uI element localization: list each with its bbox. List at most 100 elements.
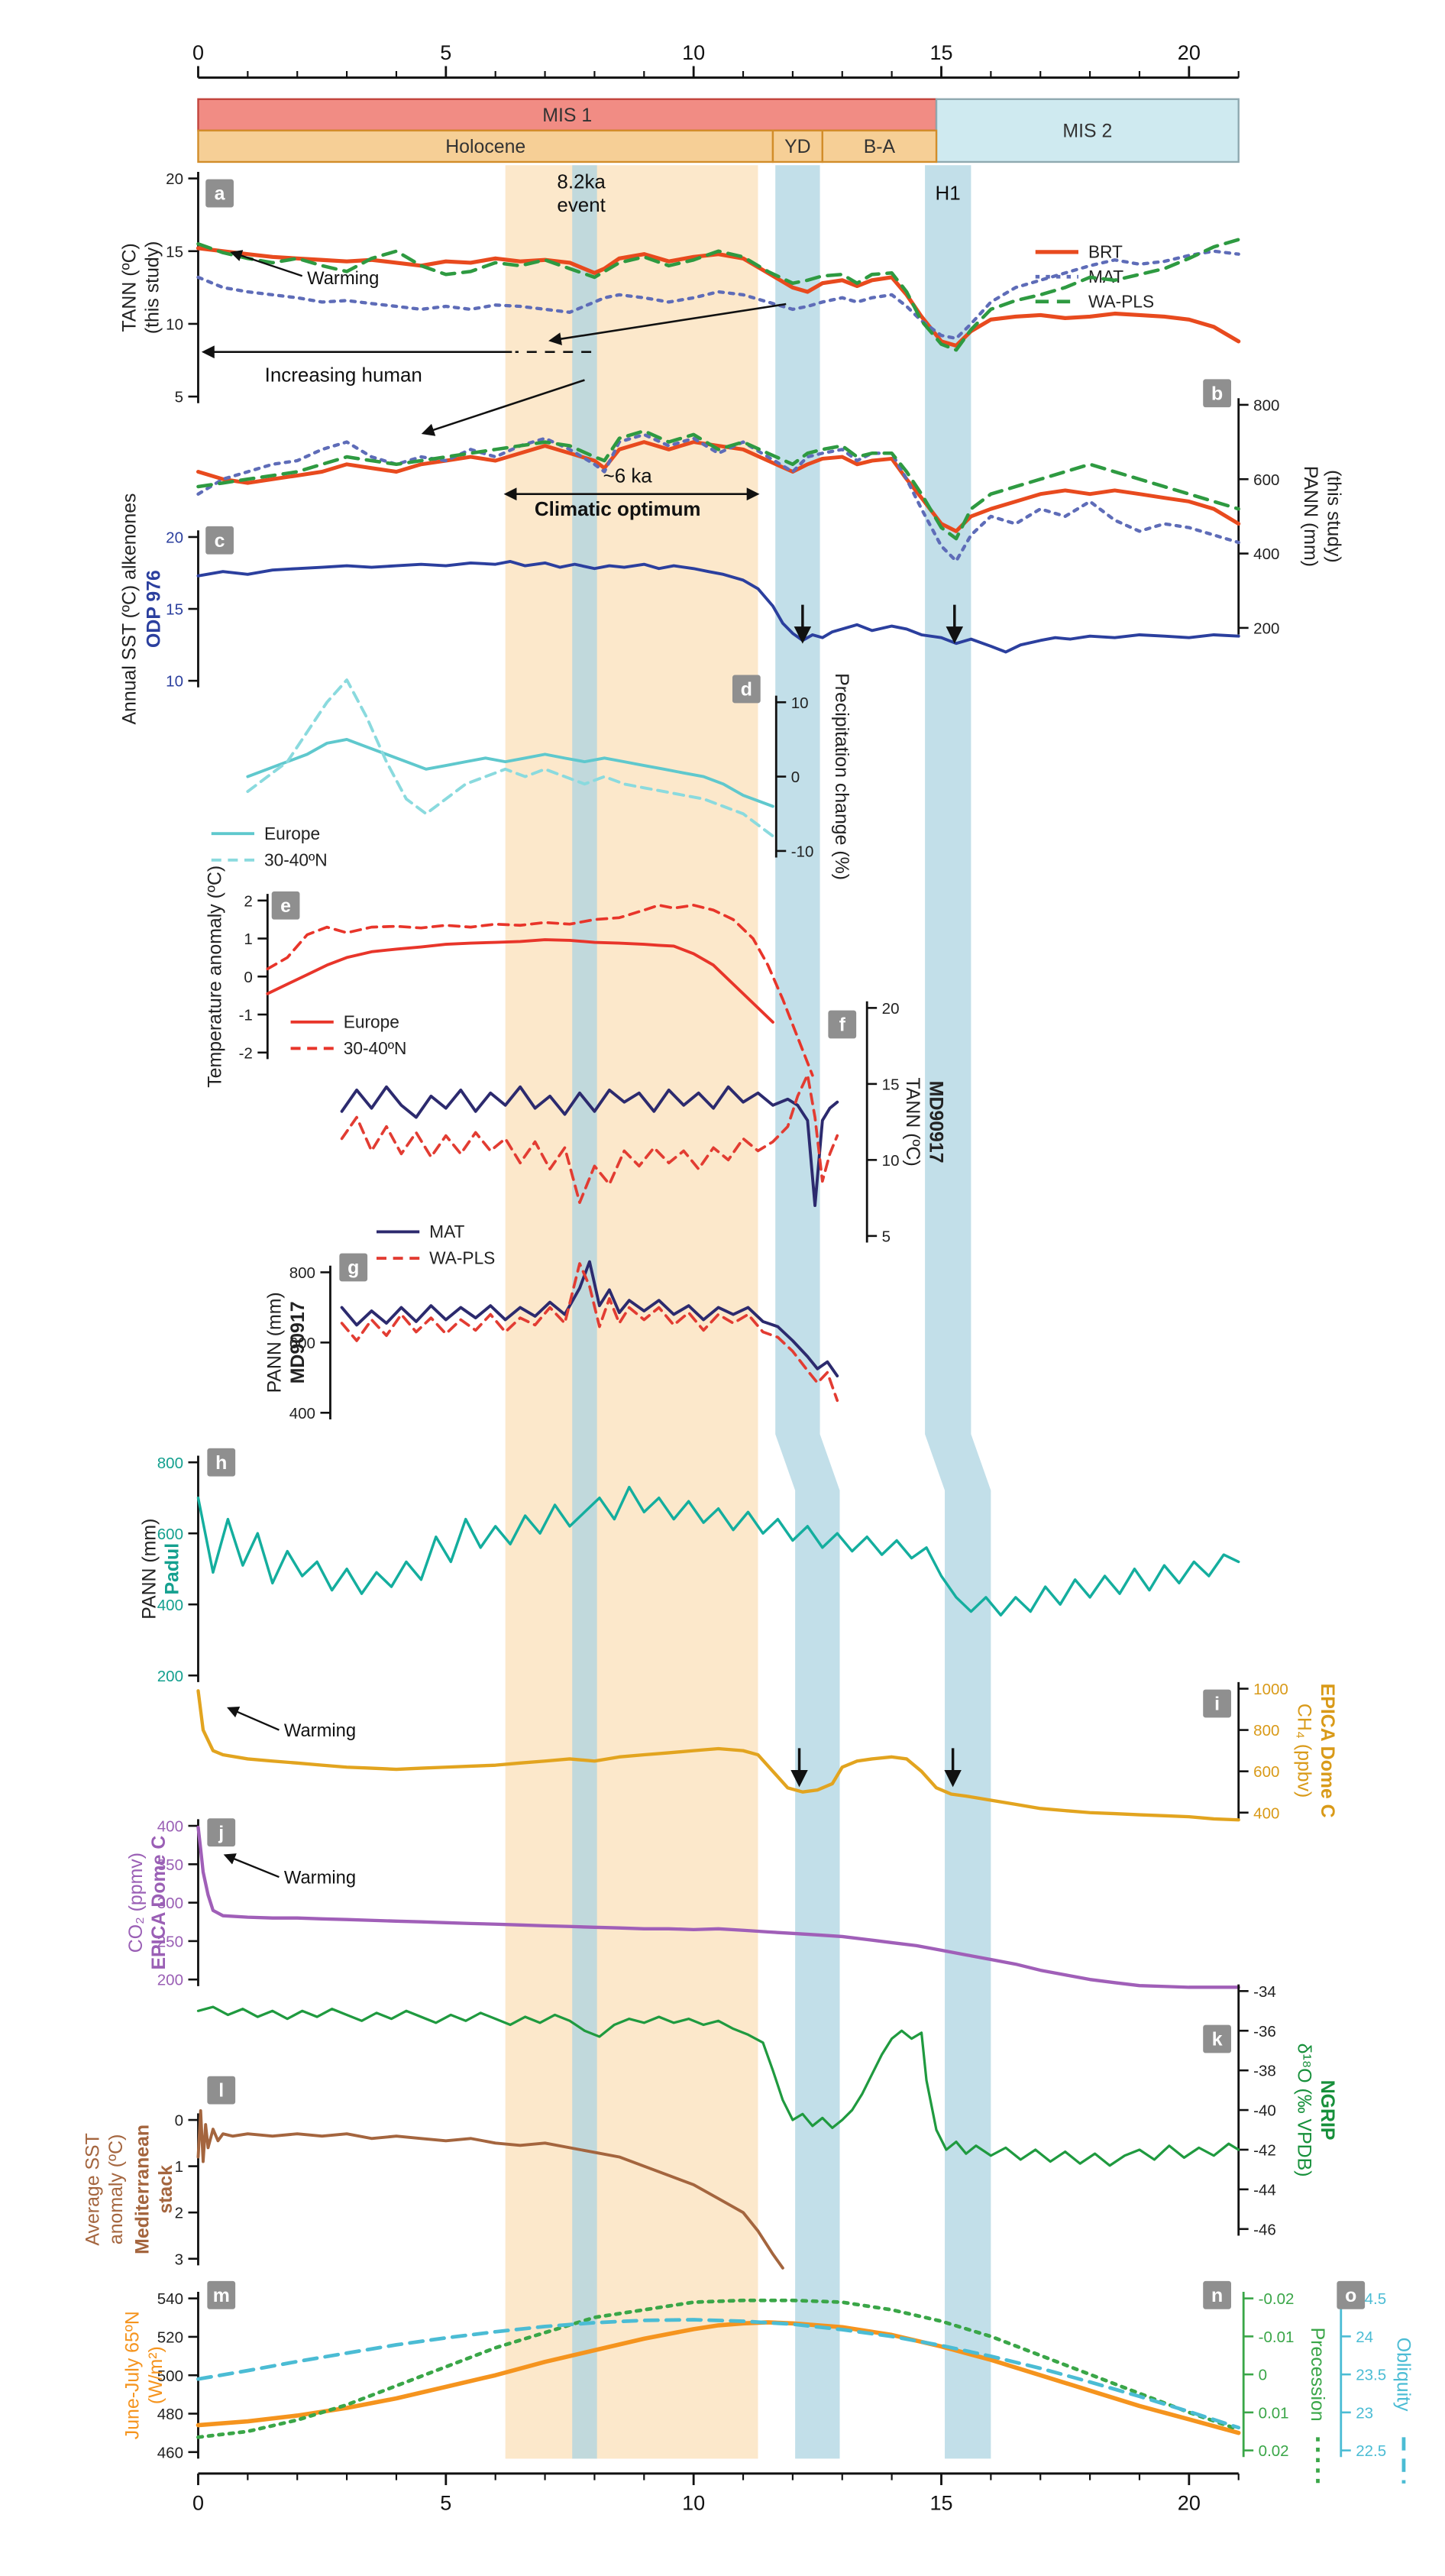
series-l-medstack [196,2108,784,2270]
y-tick-label: 500 [157,2367,183,2385]
panel-letter-g [339,1253,368,1282]
panel-letter-k [1203,2024,1231,2053]
annotation-warming-a-arrow [230,250,303,277]
panel-b-ylabel: (this study) [1323,470,1344,563]
y-tick-label: 2 [175,2205,183,2222]
panel-letter-text: h [215,1452,227,1474]
panel-letter-m [207,2280,236,2309]
annotation-trend-arrow-2 [421,379,585,436]
strat-segment [821,129,938,163]
band-heinrich-1 [925,165,991,2459]
x-tick-label: 5 [440,2491,451,2514]
annotation-warming-co2: Warming [284,1868,356,1888]
y-tick-label: 1000 [1253,1681,1288,1698]
y-tick-label: 24 [1356,2328,1373,2346]
y-tick-label: 350 [157,1856,183,1874]
series-h-padul [196,1485,1240,1616]
strat-label: B-A [864,136,896,157]
panel-b-ylabel: PANN (mm) [1300,466,1321,567]
annotation-trend-arrow-1 [548,303,787,345]
y-tick-label: 15 [166,243,183,261]
panel-l-ylabel: anomaly (ºC) [105,2134,127,2244]
panel-j-ylabel: CO₂ (ppmv) [125,1853,147,1953]
panel-h-ylabel: PANN (mm) [138,1519,160,1620]
y-tick-label: 400 [1253,1804,1279,1822]
strat-segment [197,129,774,163]
panel-letter-h [207,1448,236,1477]
legend-label: BRT [1088,241,1123,261]
panel-letter-text: n [1211,2285,1223,2306]
y-tick-label: -42 [1253,2142,1276,2160]
y-tick-label: -2 [239,1044,253,1062]
x-tick-label: 15 [929,2491,952,2514]
y-tick-label: -1 [239,1007,253,1024]
x-tick-label: 15 [929,41,952,64]
series-e-europe [266,938,774,1024]
y-tick-label: 800 [289,1264,315,1282]
series-n-precession [196,2298,1241,2439]
y-tick-label: 20 [882,1000,900,1018]
panel-l-ylabel: stack [155,2165,176,2214]
y-tick-label: -46 [1253,2221,1276,2238]
y-tick-label: 0 [244,969,252,986]
panel-d-ylabel: Precipitation change (%) [831,673,852,880]
panel-letter-text: j [218,1822,224,1843]
panel-letter-text: b [1211,383,1223,404]
x-tick-label: 5 [440,41,451,64]
panel-letter-text: e [280,895,291,917]
y-tick-label: -34 [1253,1983,1276,2001]
y-tick-label: 0 [175,2112,183,2130]
strat-label: YD [784,136,811,157]
band-younger-dryas [775,165,840,2459]
panel-c-ylabel: ODP 976 [144,570,165,648]
y-tick-label: 0 [791,769,800,786]
legend-label: 30-40ºN [344,1038,407,1058]
panel-h-ylabel: Padul [162,1543,183,1595]
y-tick-label: -44 [1253,2181,1276,2199]
y-tick-label: 0.01 [1259,2404,1289,2422]
annotation-climatic-optimum: Climatic optimum [535,499,701,520]
legend-label: WA-PLS [429,1248,495,1268]
panel-k: -34 -36 -38 -40 -42 -44 -46 δ¹⁸O (‰ VPDB) NGRIP k [196,1983,1338,2238]
panel-letter-o [1337,2280,1366,2309]
panel-letter-c [205,526,234,555]
y-tick-label: 200 [1253,620,1279,637]
series-m-insolation [196,2320,1241,2435]
highlight-bands [505,165,991,2459]
series-o-obliquity [196,2318,1241,2430]
panel-letter-text: o [1345,2285,1356,2306]
annotation-event-82-line2: event [557,195,606,216]
panel-letter-b [1203,379,1231,408]
panel-i: 400 600 800 1000 CH₄ (ppbv) EPICA Dome C i [196,1681,1338,1822]
y-tick-label: 600 [1253,471,1279,489]
y-tick-label: 23.5 [1356,2367,1386,2384]
panel-j-ylabel: EPICA Dome C [148,1836,170,1970]
y-tick-label: 5 [175,389,183,406]
panel-g-ylabel: PANN (mm) [264,1292,286,1393]
series-c-odp976 [196,560,1240,654]
x-tick-label: 0 [192,41,204,64]
panel-letter-text: g [348,1257,359,1279]
panel-letter-l [207,2076,236,2105]
y-tick-label: 400 [1253,545,1279,563]
series-i-ch4 [196,1689,1240,1822]
legend-label: WA-PLS [1088,291,1154,311]
y-tick-label: 200 [157,1972,183,1989]
series-b-brt [196,440,1241,533]
x-tick-label: 10 [682,2491,705,2514]
panel-letter-i [1203,1689,1231,1718]
panel-k-ylabel: NGRIP [1317,2080,1338,2141]
panel-f-ylabel: TANN (ºC) [902,1077,923,1166]
y-tick-label: 15 [166,601,183,619]
y-tick-label: 5 [882,1228,891,1245]
y-tick-label: -0.01 [1259,2328,1295,2346]
x-tick-label: 20 [1178,2491,1201,2514]
panel-e-ylabel: Temperature anomaly (ºC) [205,866,226,1088]
panel-letter-f [828,1010,857,1039]
shared-x-axes: 0 5 10 15 200 5 10 15 20 [192,41,1240,2514]
strat-label: MIS 1 [542,105,592,126]
panel-l: 0 1 2 3 Average SST anomaly (ºC) Mediterranean… [82,2076,784,2270]
panel-letter-n [1203,2280,1231,2309]
